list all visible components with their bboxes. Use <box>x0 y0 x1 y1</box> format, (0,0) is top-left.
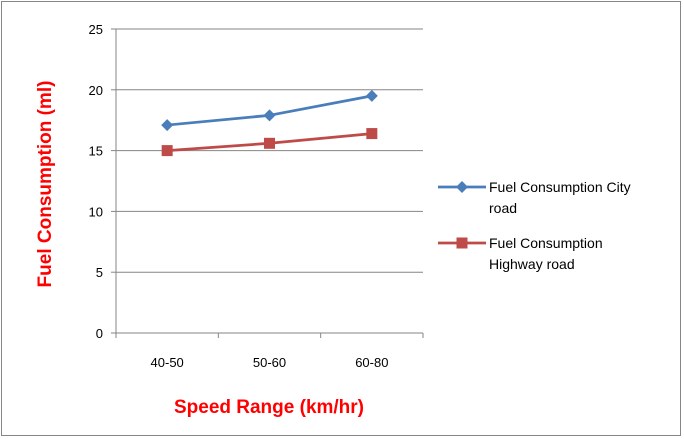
legend-label-1-0: Fuel Consumption <box>489 235 603 251</box>
series-group <box>161 89 378 157</box>
x-tick-label-1: 50-60 <box>253 355 286 370</box>
y-tick-label-0: 0 <box>96 326 103 341</box>
series-0 <box>161 89 378 132</box>
gridlines <box>111 28 423 334</box>
series-1-point-1 <box>264 137 275 149</box>
legend-marker-1 <box>456 237 468 249</box>
y-tick-label-2: 10 <box>89 204 103 219</box>
series-1 <box>161 128 378 157</box>
x-tick-labels: 40-50 50-60 60-80 <box>151 355 389 370</box>
legend-label-1-1: Highway road <box>489 256 575 272</box>
legend-marker-0 <box>456 181 468 193</box>
legend-label-0-0: Fuel Consumption City <box>489 179 631 195</box>
y-tick-label-3: 15 <box>89 144 103 159</box>
series-0-point-1 <box>263 109 276 122</box>
y-tick-label-4: 20 <box>89 83 103 98</box>
legend-label-0-1: road <box>489 200 517 216</box>
axes <box>115 29 424 338</box>
y-tick-label-5: 25 <box>89 22 103 37</box>
x-tick-label-2: 60-80 <box>355 355 388 370</box>
y-axis-title: Fuel Consumption (ml) <box>35 81 56 288</box>
y-tick-labels: 0 5 10 15 20 25 <box>89 22 103 341</box>
x-tick-label-0: 40-50 <box>151 355 184 370</box>
x-axis-title: Speed Range (km/hr) <box>174 397 364 418</box>
series-1-point-2 <box>366 128 378 140</box>
series-0-point-0 <box>161 119 174 132</box>
legend-item-0: Fuel Consumption City road <box>438 179 631 216</box>
series-1-point-0 <box>161 145 173 157</box>
y-tick-label-1: 5 <box>96 265 103 280</box>
legend-item-1: Fuel Consumption Highway road <box>438 235 603 272</box>
series-0-point-2 <box>365 89 378 102</box>
